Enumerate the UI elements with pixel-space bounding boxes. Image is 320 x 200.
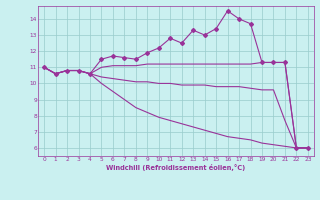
X-axis label: Windchill (Refroidissement éolien,°C): Windchill (Refroidissement éolien,°C) [106, 164, 246, 171]
